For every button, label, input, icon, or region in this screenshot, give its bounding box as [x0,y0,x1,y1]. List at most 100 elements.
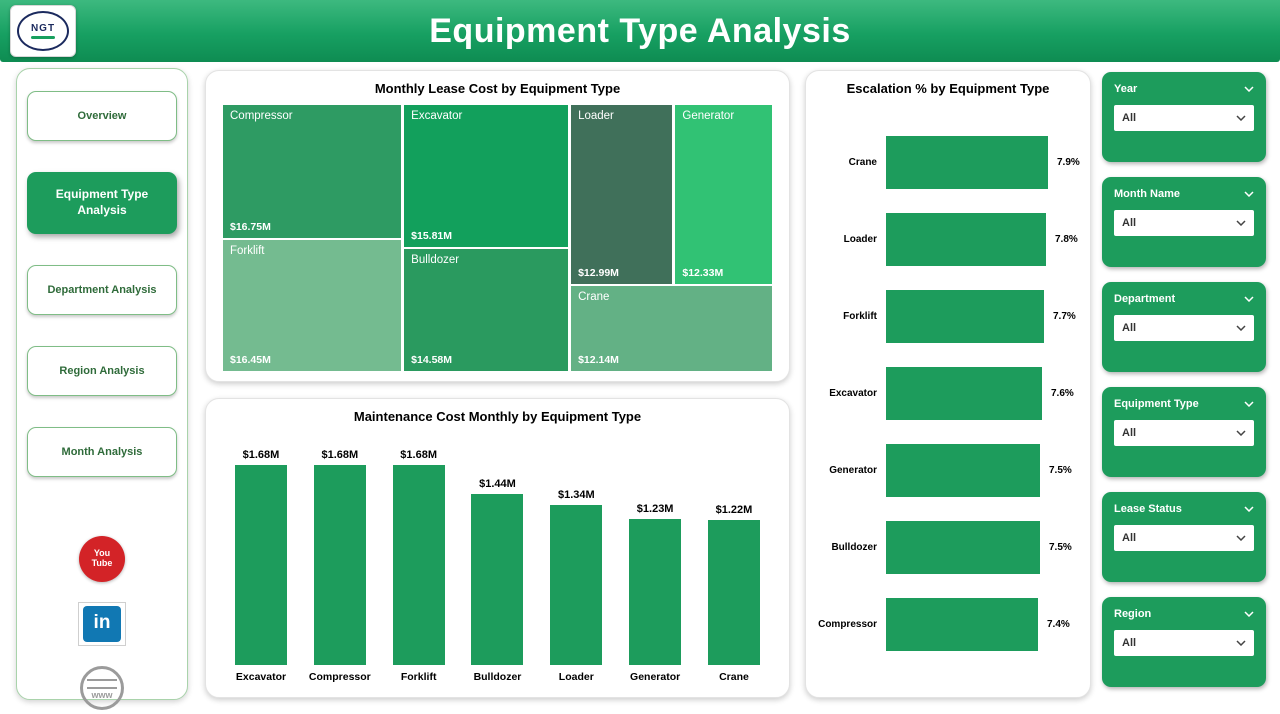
filter-dropdown[interactable]: All [1114,105,1254,131]
hbar-row-loader[interactable]: Loader 7.8% [816,212,1082,267]
treemap-tile-value: $16.45M [230,353,271,366]
sidebar-item-month-analysis[interactable]: Month Analysis [27,427,177,477]
chevron-down-icon[interactable] [1244,191,1254,197]
bar-value-label: $1.23M [636,503,674,515]
bar-category-label: Loader [558,671,594,683]
hbar[interactable] [886,290,1044,343]
chevron-down-icon[interactable] [1244,506,1254,512]
linkedin-icon[interactable]: in [78,602,126,646]
hbar[interactable] [886,598,1038,651]
bar-category-label: Compressor [308,671,371,683]
filter-selected-value: All [1122,637,1137,649]
chevron-down-icon[interactable] [1236,220,1246,226]
treemap-tile-label: Excavator [411,110,463,122]
chevron-down-icon[interactable] [1236,115,1246,121]
filter-lease-status: Lease Status All [1102,492,1266,582]
sidebar-item-overview[interactable]: Overview [27,91,177,141]
treemap-tile-generator[interactable]: Generator $12.33M [675,105,772,284]
chevron-down-icon[interactable] [1236,535,1246,541]
hbar-value-label: 7.8% [1055,234,1078,245]
chevron-down-icon[interactable] [1244,401,1254,407]
chevron-down-icon[interactable] [1236,640,1246,646]
bar-category-label: Bulldozer [473,671,522,683]
hbar-row-generator[interactable]: Generator 7.5% [816,443,1082,498]
sidebar-item-region-analysis[interactable]: Region Analysis [27,346,177,396]
bar[interactable] [313,465,366,665]
sidebar-item-department-analysis[interactable]: Department Analysis [27,265,177,315]
treemap-tile-excavator[interactable]: Excavator $15.81M [404,105,568,248]
bar-group-bulldozer[interactable]: $1.44M Bulldozer [468,478,526,685]
escalation-chart-title: Escalation % by Equipment Type [846,81,1050,96]
bar-chart-title: Maintenance Cost Monthly by Equipment Ty… [353,409,642,424]
bar-value-label: $1.68M [242,449,280,461]
bar-group-compressor[interactable]: $1.68M Compressor [308,449,371,685]
filter-equipment-type: Equipment Type All [1102,387,1266,477]
maintenance-bar-chart: $1.68M Excavator $1.68M Compressor $1.68M For… [232,439,763,685]
hbar-row-excavator[interactable]: Excavator 7.6% [816,366,1082,421]
treemap-tile-loader[interactable]: Loader $12.99M [571,105,673,284]
hbar-row-forklift[interactable]: Forklift 7.7% [816,289,1082,344]
bar[interactable] [392,465,445,665]
bar[interactable] [707,520,760,665]
hbar-value-label: 7.6% [1051,388,1074,399]
filter-header: Year [1114,83,1254,95]
filter-department: Department All [1102,282,1266,372]
maintenance-bar-chart-card: Maintenance Cost Monthly by Equipment Ty… [205,398,790,698]
treemap-tile-label: Generator [682,110,735,122]
hbar[interactable] [886,367,1042,420]
filter-header: Department [1114,293,1254,305]
filter-label: Lease Status [1114,503,1182,515]
hbar[interactable] [886,213,1046,266]
filter-dropdown[interactable]: All [1114,210,1254,236]
bar[interactable] [235,465,287,665]
youtube-text-line1: You [93,548,111,559]
filter-month-name: Month Name All [1102,177,1266,267]
treemap-tile-forklift[interactable]: Forklift $16.45M [223,240,401,371]
bar-category-label: Generator [630,671,681,683]
treemap-chart: Compressor $16.75M Excavator $15.81M Loader $… [223,105,772,371]
hbar-category-label: Bulldozer [831,542,877,553]
treemap-tile-bulldozer[interactable]: Bulldozer $14.58M [404,249,568,371]
bar[interactable] [629,519,682,665]
hbar-row-crane[interactable]: Crane 7.9% [816,135,1082,190]
bar-value-label: $1.22M [715,504,753,516]
treemap-tile-compressor[interactable]: Compressor $16.75M [223,105,401,238]
sidebar-item-equipment-type-analysis[interactable]: Equipment Type Analysis [27,172,177,234]
bar-group-crane[interactable]: $1.22M Crane [705,504,763,685]
bar-group-excavator[interactable]: $1.68M Excavator [232,449,290,685]
treemap-tile-label: Bulldozer [411,254,460,267]
hbar-value-label: 7.4% [1047,619,1070,630]
filter-dropdown[interactable]: All [1114,525,1254,551]
hbar[interactable] [886,444,1040,497]
chevron-down-icon[interactable] [1244,611,1254,617]
filter-header: Region [1114,608,1254,620]
treemap-tile-label: Compressor [230,110,293,122]
hbar[interactable] [886,521,1040,574]
filter-header: Lease Status [1114,503,1254,515]
bar-value-label: $1.34M [557,489,595,501]
treemap-tile-value: $12.33M [682,266,724,279]
bar[interactable] [471,494,524,665]
bar-group-generator[interactable]: $1.23M Generator [626,503,684,685]
filter-dropdown[interactable]: All [1114,420,1254,446]
chevron-down-icon[interactable] [1236,325,1246,331]
filter-dropdown[interactable]: All [1114,630,1254,656]
filter-dropdown[interactable]: All [1114,315,1254,341]
social-links: You Tube in www [78,536,126,710]
treemap-tile-crane[interactable]: Crane $12.14M [571,285,772,371]
bar[interactable] [550,505,603,665]
hbar[interactable] [886,136,1048,189]
website-globe-icon[interactable]: www [80,666,124,710]
chevron-down-icon[interactable] [1244,86,1254,92]
bar-group-forklift[interactable]: $1.68M Forklift [390,449,448,685]
hbar-value-label: 7.7% [1053,311,1076,322]
youtube-icon[interactable]: You Tube [79,536,125,582]
treemap-tile-value: $15.81M [411,230,453,243]
chevron-down-icon[interactable] [1236,430,1246,436]
bar-group-loader[interactable]: $1.34M Loader [547,489,605,685]
chevron-down-icon[interactable] [1244,296,1254,302]
hbar-row-compressor[interactable]: Compressor 7.4% [816,597,1082,652]
hbar-row-bulldozer[interactable]: Bulldozer 7.5% [816,520,1082,575]
website-text: www [91,690,113,700]
